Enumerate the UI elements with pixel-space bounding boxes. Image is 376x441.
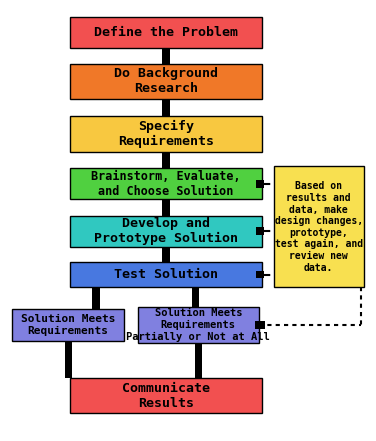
Bar (256, 271, 264, 278)
Bar (70, 116, 262, 152)
Text: Define the Problem: Define the Problem (94, 26, 238, 39)
Bar (162, 199, 170, 216)
Bar (255, 321, 265, 329)
Bar (70, 216, 262, 247)
Bar (162, 99, 170, 116)
Bar (256, 228, 264, 235)
Bar (70, 17, 262, 48)
Text: Specify
Requirements: Specify Requirements (118, 120, 214, 148)
Bar (70, 262, 262, 288)
Text: Solution Meets
Requirements: Solution Meets Requirements (21, 314, 115, 336)
Bar (70, 168, 262, 199)
Bar (92, 288, 100, 309)
Bar (274, 167, 364, 288)
Bar (256, 180, 264, 188)
Bar (162, 152, 170, 168)
Bar (70, 378, 262, 413)
Text: Develop and
Prototype Solution: Develop and Prototype Solution (94, 217, 238, 245)
Bar (162, 48, 170, 64)
Text: Brainstorm, Evaluate,
and Choose Solution: Brainstorm, Evaluate, and Choose Solutio… (91, 170, 241, 198)
Bar (65, 341, 72, 378)
Text: Based on
results and
data, make
design changes,
prototype,
test again, and
revie: Based on results and data, make design c… (275, 181, 363, 273)
Text: Test Solution: Test Solution (114, 268, 218, 281)
Text: Solution Meets
Requirements
Partially or Not at All: Solution Meets Requirements Partially or… (126, 308, 270, 342)
Bar (195, 343, 202, 378)
Text: Communicate
Results: Communicate Results (122, 381, 210, 410)
Bar (162, 247, 170, 262)
Bar (70, 64, 262, 99)
Bar (192, 288, 199, 309)
Text: Do Background
Research: Do Background Research (114, 67, 218, 95)
Bar (138, 307, 259, 343)
Bar (12, 309, 124, 341)
